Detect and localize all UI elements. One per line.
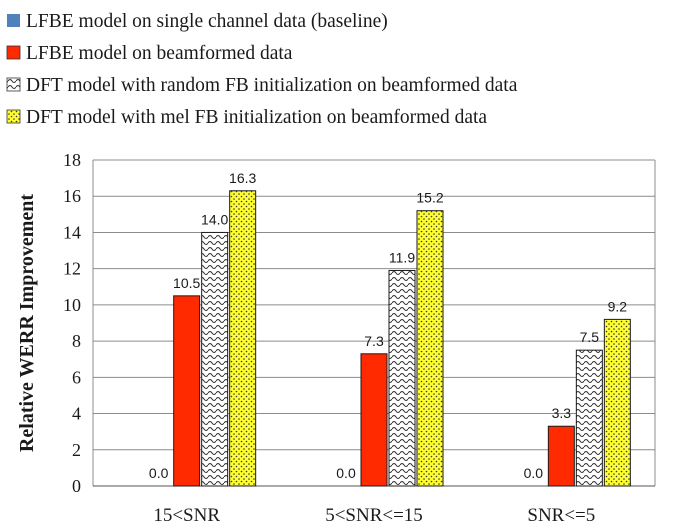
bar-3-0 <box>229 190 257 487</box>
data-label-0-0: 0.0 <box>149 465 169 481</box>
bar-1-1 <box>360 353 388 487</box>
bar-2-2 <box>575 349 603 487</box>
data-label-1-0: 10.5 <box>173 275 200 291</box>
y-tick-label: 6 <box>72 367 81 387</box>
legend-swatch-3 <box>6 109 21 124</box>
x-category-label-1: 5<SNR<=15 <box>325 505 423 526</box>
x-category-label-0: 15<SNR <box>153 505 220 526</box>
legend-entry-3: DFT model with mel FB initialization on … <box>26 107 487 128</box>
bar-2-1 <box>388 269 416 487</box>
legend: LFBE model on single channel data (basel… <box>6 11 518 128</box>
data-label-2-2: 7.5 <box>580 329 600 345</box>
y-tick-label: 10 <box>63 295 81 315</box>
data-label-2-0: 14.0 <box>201 211 228 227</box>
y-axis-label: Relative WERR Improvement <box>16 194 38 452</box>
legend-swatch-0 <box>7 14 20 27</box>
y-tick-label: 18 <box>63 150 81 170</box>
y-axis-ticks: 0 2 4 6 8 10 12 14 16 18 <box>63 150 81 496</box>
bar-3-2 <box>603 318 631 487</box>
bar-1-2 <box>547 425 575 487</box>
bar-2-0 <box>201 231 229 487</box>
x-axis-categories: 15<SNR 5<SNR<=15 SNR<=5 <box>153 505 595 526</box>
data-label-0-1: 0.0 <box>336 465 356 481</box>
y-tick-label: 0 <box>72 476 81 496</box>
legend-swatch-1 <box>6 45 21 60</box>
data-label-3-2: 9.2 <box>608 298 628 314</box>
data-label-2-1: 11.9 <box>389 249 415 265</box>
legend-entry-2: DFT model with random FB initialization … <box>26 75 518 96</box>
legend-entry-0: LFBE model on single channel data (basel… <box>26 11 388 32</box>
x-category-label-2: SNR<=5 <box>527 505 595 526</box>
bar-1-0 <box>173 295 201 487</box>
data-label-1-1: 7.3 <box>364 333 384 349</box>
data-label-1-2: 3.3 <box>552 405 572 421</box>
data-label-0-2: 0.0 <box>524 465 544 481</box>
y-tick-label: 14 <box>63 222 81 242</box>
y-tick-label: 4 <box>72 404 81 424</box>
data-label-3-0: 16.3 <box>229 170 256 186</box>
bar-3-1 <box>416 210 444 487</box>
legend-swatch-2 <box>6 77 21 92</box>
data-label-3-1: 15.2 <box>416 190 443 206</box>
legend-entry-1: LFBE model on beamformed data <box>26 43 293 64</box>
y-tick-label: 12 <box>63 259 81 279</box>
bars: 0.0 10.5 14.0 16.3 0.0 7.3 11.9 15.2 0.0 3.3 7.5 9.… <box>149 170 631 487</box>
y-tick-label: 16 <box>63 186 81 206</box>
y-tick-label: 8 <box>72 331 81 351</box>
y-tick-label: 2 <box>72 440 81 460</box>
